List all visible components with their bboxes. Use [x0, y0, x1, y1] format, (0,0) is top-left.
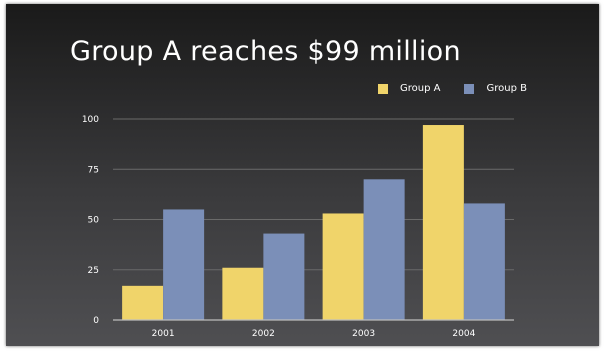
y-tick-label-0: 0: [93, 316, 99, 326]
bar-group-b-2003: [363, 179, 405, 320]
legend-item-group-b: Group B: [464, 83, 527, 94]
y-tick-label-100: 100: [82, 115, 99, 125]
legend-item-group-a: Group A: [378, 83, 440, 94]
bar-group-b-2002: [263, 233, 305, 320]
chart-slide: Group A reaches $99 million Group A Grou…: [6, 4, 599, 346]
bar-group-a-2003: [322, 213, 364, 320]
y-tick-label-25: 25: [88, 266, 99, 276]
x-tick-label-2001: 2001: [152, 329, 175, 339]
legend-swatch-group-a: [378, 83, 388, 94]
bar-group-b-2004: [463, 203, 505, 320]
legend-swatch-group-b: [464, 83, 475, 94]
x-tick-label-2003: 2003: [352, 329, 375, 339]
bar-group-b-2001: [163, 209, 205, 320]
chart-title: Group A reaches $99 million: [70, 36, 461, 67]
bar-chart: 0 25 50 75 100 2001 2002 2003 2004: [82, 115, 514, 339]
x-tick-label-2004: 2004: [452, 329, 475, 339]
bar-group-a-2001: [122, 285, 164, 320]
legend-label-group-b: Group B: [486, 83, 527, 94]
bar-group-a-2004: [422, 125, 464, 320]
chart-legend: Group A Group B: [378, 83, 551, 94]
legend-label-group-a: Group A: [400, 83, 441, 94]
y-tick-label-50: 50: [88, 216, 100, 226]
x-tick-label-2002: 2002: [252, 329, 275, 339]
y-tick-label-75: 75: [88, 165, 99, 175]
bar-group-a-2002: [222, 267, 264, 320]
